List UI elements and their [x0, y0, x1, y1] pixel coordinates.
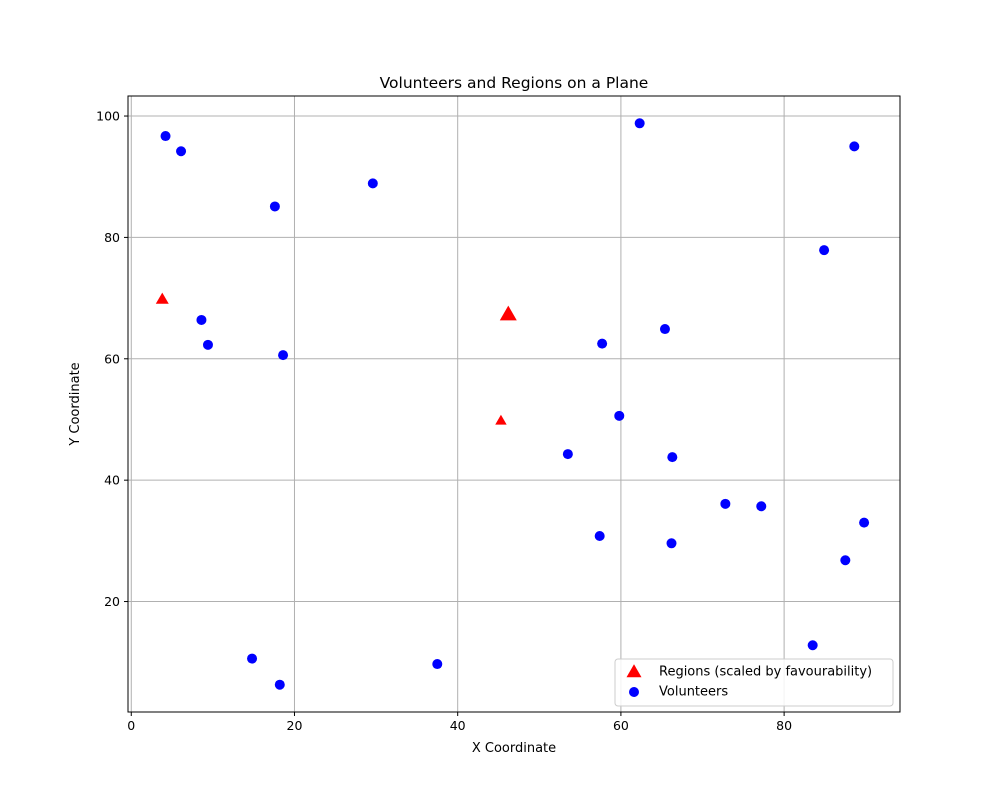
volunteer-point [274, 679, 285, 690]
y-axis-ticks: 20 40 60 80 100 [96, 109, 128, 609]
x-axis-ticks: 0 20 40 60 80 [127, 712, 792, 733]
volunteer-point [597, 338, 608, 349]
volunteer-point [202, 339, 213, 350]
volunteer-point [278, 350, 289, 361]
series-volunteers [160, 118, 870, 690]
volunteer-point [859, 517, 870, 528]
series-regions [155, 292, 517, 425]
volunteer-point [849, 141, 860, 152]
volunteer-point [432, 659, 443, 670]
y-tick-label: 100 [96, 109, 120, 124]
volunteer-point [756, 501, 767, 512]
volunteer-point [807, 640, 818, 651]
volunteer-point [819, 245, 830, 256]
volunteer-point [667, 452, 678, 463]
volunteer-point [614, 410, 625, 421]
volunteer-point [634, 118, 645, 129]
x-tick-label: 60 [613, 718, 629, 733]
legend-marker-circle [629, 687, 639, 697]
volunteer-point [720, 498, 731, 509]
plot-area-frame [127, 95, 901, 713]
volunteer-point [247, 653, 258, 664]
volunteer-point [196, 314, 207, 325]
legend-marker-triangle [626, 664, 642, 678]
legend: Regions (scaled by favourability) Volunt… [614, 658, 894, 707]
x-tick-label: 20 [287, 718, 303, 733]
volunteer-point [594, 531, 605, 541]
grid [128, 96, 900, 712]
x-axis-label: X Coordinate [472, 741, 556, 756]
y-tick-label: 80 [104, 230, 120, 245]
legend-item-regions: Regions (scaled by favourability) [626, 664, 872, 680]
region-point [155, 292, 169, 304]
legend-label-regions: Regions (scaled by favourability) [659, 665, 872, 680]
volunteer-point [840, 555, 851, 566]
legend-box [614, 658, 894, 707]
legend-item-volunteers: Volunteers [629, 685, 728, 700]
volunteer-point [666, 538, 677, 549]
y-tick-label: 40 [104, 473, 120, 488]
y-tick-label: 60 [104, 351, 120, 366]
volunteer-point [160, 131, 171, 142]
region-point [499, 305, 517, 321]
volunteer-point [176, 146, 187, 157]
volunteer-point [659, 324, 670, 335]
data-points [155, 118, 870, 690]
x-tick-label: 0 [127, 718, 135, 733]
region-point [495, 414, 507, 425]
y-axis-label: Y Coordinate [68, 362, 83, 446]
x-tick-label: 80 [776, 718, 792, 733]
volunteer-point [367, 178, 378, 189]
legend-label-volunteers: Volunteers [659, 685, 728, 700]
y-tick-label: 20 [104, 594, 120, 609]
volunteer-point [562, 449, 573, 460]
volunteer-point [269, 201, 280, 212]
x-tick-label: 40 [450, 718, 466, 733]
chart-title: Volunteers and Regions on a Plane [380, 74, 649, 92]
